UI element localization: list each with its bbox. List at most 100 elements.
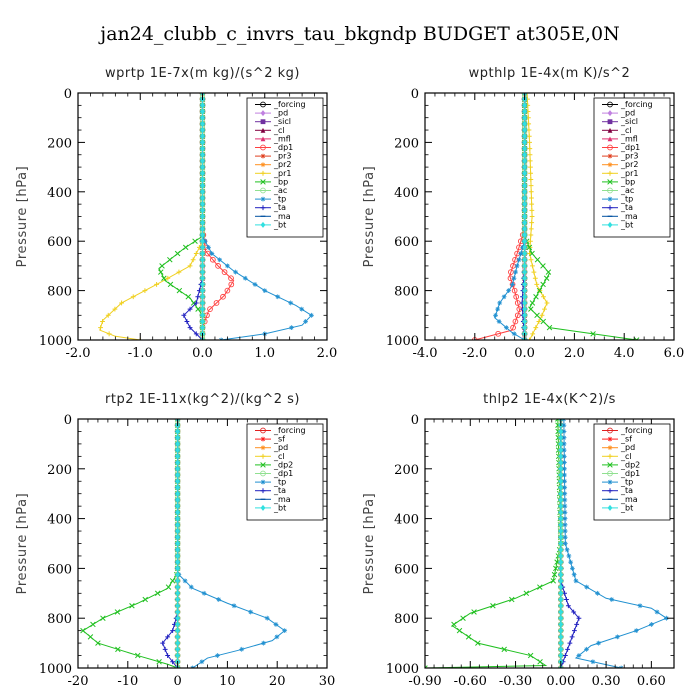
data-point	[532, 275, 538, 281]
legend-label: _ma	[620, 212, 638, 221]
data-point	[289, 325, 294, 331]
legend-marker	[607, 205, 613, 211]
data-point	[159, 263, 165, 269]
data-point	[192, 238, 198, 244]
legend-marker	[260, 427, 266, 434]
legend-marker	[607, 470, 613, 477]
legend-marker	[260, 101, 266, 108]
data-point	[200, 238, 205, 245]
data-point	[80, 627, 86, 634]
legend-label: _sf	[620, 435, 632, 444]
data-point	[200, 281, 205, 288]
legend-label: _ta	[620, 486, 633, 495]
y-tick-label: 600	[394, 562, 419, 577]
data-point	[142, 596, 148, 603]
legend-marker	[607, 110, 613, 117]
series-line_bp	[158, 93, 203, 340]
legend-label: _pr1	[620, 169, 638, 178]
legend-label: _pd	[273, 443, 288, 452]
data-point	[595, 590, 600, 596]
data-point	[200, 127, 205, 134]
data-point	[262, 288, 268, 293]
data-point	[156, 659, 162, 665]
x-tick-label: 2.0	[564, 346, 585, 361]
legend-marker	[260, 110, 266, 117]
data-point	[200, 201, 205, 208]
legend-label: _dp2	[273, 460, 293, 469]
y-tick-label: 1000	[386, 334, 419, 349]
x-tick-label: 4.0	[614, 346, 635, 361]
legend-marker	[260, 479, 266, 485]
data-point	[200, 114, 205, 121]
data-point	[200, 157, 205, 164]
data-point	[176, 269, 182, 275]
legend-marker	[260, 127, 266, 133]
legend-label: _ta	[273, 203, 286, 212]
data-point	[174, 250, 181, 257]
data-point	[273, 622, 279, 627]
data-point	[511, 275, 517, 281]
data-point	[564, 597, 569, 602]
data-point	[200, 262, 205, 269]
data-point	[175, 428, 180, 435]
y-axis-label: Pressure [hPa]	[15, 166, 30, 268]
data-point	[165, 634, 171, 640]
data-point	[562, 653, 568, 658]
data-point	[562, 491, 568, 497]
legend-marker	[607, 101, 613, 108]
data-point	[501, 294, 507, 300]
data-point	[200, 232, 205, 239]
series-line_tp	[494, 93, 526, 340]
data-point	[252, 282, 258, 287]
data-point	[562, 522, 568, 528]
data-point	[633, 337, 640, 340]
legend-label: _bp	[620, 177, 635, 186]
data-point	[130, 294, 136, 300]
data-point	[584, 646, 589, 652]
legend-label: _forcing	[620, 100, 653, 109]
data-point	[522, 133, 527, 140]
data-point	[545, 269, 552, 275]
legend-marker	[607, 479, 613, 485]
data-point	[510, 282, 515, 287]
legend-marker	[607, 119, 613, 125]
data-point	[558, 472, 564, 479]
data-point	[200, 176, 205, 183]
data-point	[193, 251, 199, 256]
data-point	[165, 275, 171, 281]
data-point	[558, 640, 564, 647]
data-point	[129, 602, 135, 609]
legend-label: _ma	[273, 495, 291, 504]
data-point	[200, 312, 205, 319]
x-tick-label: -2.0	[65, 346, 90, 361]
legend-label: _dp1	[273, 469, 293, 478]
legend-label: _forcing	[620, 426, 653, 435]
data-point	[561, 460, 567, 465]
data-point	[264, 615, 270, 621]
data-point	[175, 621, 180, 628]
legend-label: _dp1	[620, 469, 640, 478]
legend-marker	[260, 170, 266, 176]
series-markers_bt	[200, 93, 205, 340]
data-point	[187, 263, 193, 269]
legend-marker	[607, 162, 613, 168]
data-point	[543, 275, 550, 282]
legend-label: _pr3	[620, 152, 638, 161]
panel-4: thlp2 1E-4x(K^2)/s Pressure [hPa] -0.90 -0.…	[362, 392, 675, 689]
data-point	[561, 447, 567, 453]
legend-label: _bp	[273, 177, 288, 186]
data-point	[528, 164, 533, 170]
data-point	[175, 602, 180, 609]
legend-label: _forcing	[273, 426, 306, 435]
y-tick-label: 0	[64, 413, 72, 428]
data-point	[471, 609, 477, 615]
legend-label: _bt	[620, 503, 633, 512]
data-point	[160, 640, 166, 646]
legend-marker	[260, 488, 266, 494]
data-point	[512, 318, 519, 325]
data-point	[522, 250, 527, 257]
data-point	[98, 325, 103, 331]
x-tick-label: -0.60	[454, 674, 487, 689]
legend-marker	[260, 470, 266, 477]
legend-label: _cl	[273, 126, 285, 135]
